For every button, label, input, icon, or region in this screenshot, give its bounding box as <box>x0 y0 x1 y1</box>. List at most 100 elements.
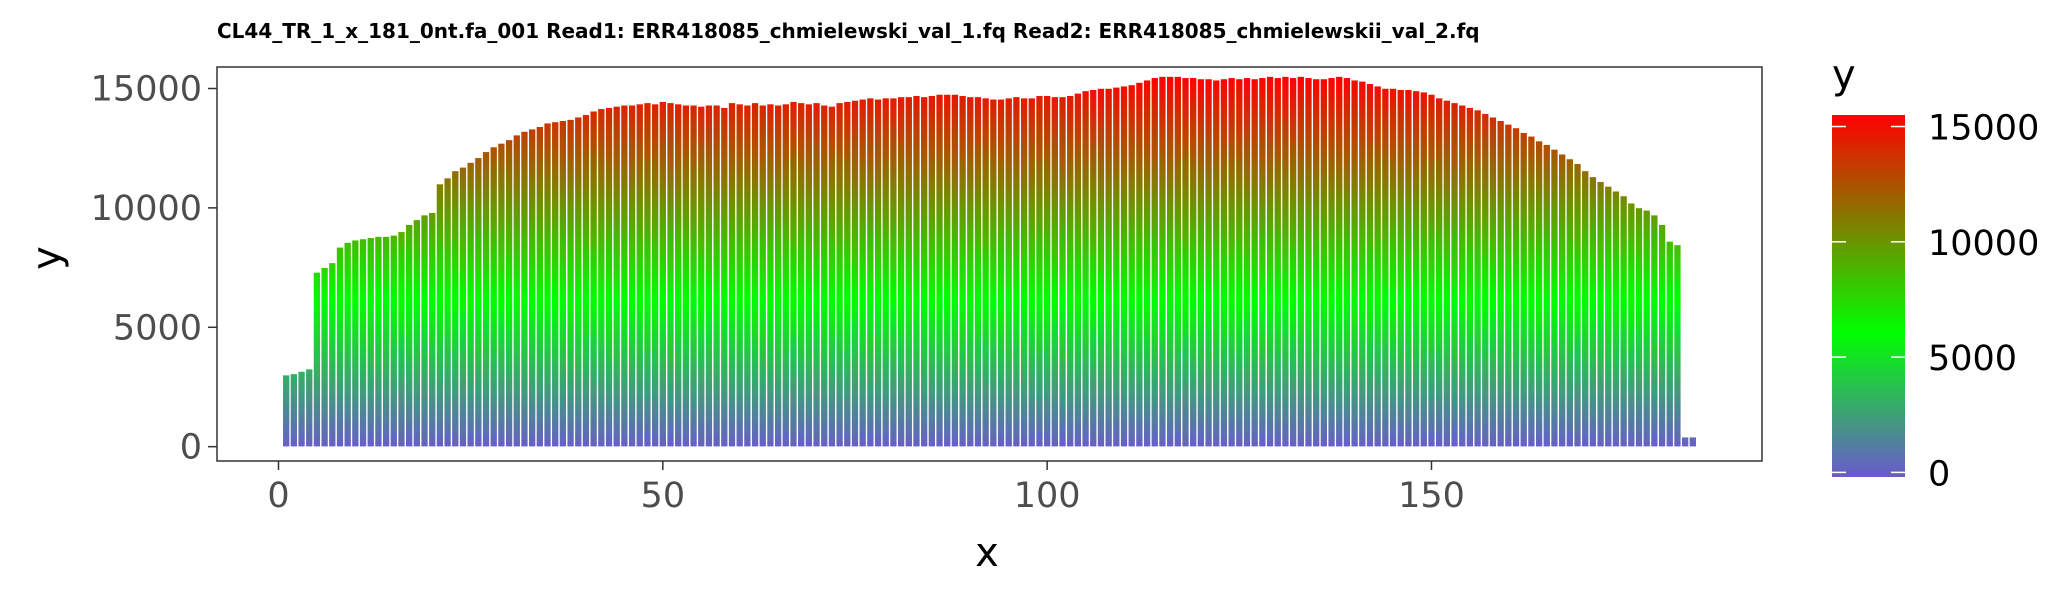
legend-tick-label: 15000 <box>1928 109 2039 149</box>
bar <box>1235 78 1244 447</box>
bar <box>1612 190 1620 447</box>
bar <box>497 143 506 447</box>
bar <box>1427 94 1436 447</box>
bar <box>1443 100 1451 447</box>
bar <box>897 96 905 447</box>
bar <box>1266 76 1274 447</box>
bar <box>1135 82 1144 447</box>
bar <box>1681 436 1689 447</box>
bar <box>1642 209 1651 447</box>
bar <box>1281 76 1290 447</box>
bar <box>1550 149 1559 447</box>
bar <box>1581 170 1589 447</box>
bar <box>1489 116 1497 447</box>
bar <box>1312 78 1320 447</box>
bar <box>1181 77 1190 447</box>
bar <box>620 104 629 447</box>
bar <box>1466 107 1474 447</box>
bar <box>1151 77 1159 447</box>
bar <box>782 103 790 447</box>
bar <box>705 104 713 447</box>
y-tick-label: 10000 <box>91 189 202 229</box>
bar <box>1689 436 1697 447</box>
bar <box>628 104 636 447</box>
bar <box>1258 77 1267 447</box>
bar <box>505 139 513 447</box>
bar <box>689 104 698 447</box>
bar <box>1020 97 1028 447</box>
bar <box>1289 77 1297 447</box>
bar <box>1104 88 1113 447</box>
bar <box>1004 97 1013 447</box>
bar <box>912 95 921 447</box>
bar <box>1120 85 1128 447</box>
bar <box>313 272 321 447</box>
bar <box>1412 90 1420 447</box>
bar <box>413 219 421 447</box>
bar <box>935 94 944 447</box>
y-tick-label: 15000 <box>91 69 202 109</box>
bar <box>651 103 659 447</box>
bar <box>643 102 652 447</box>
bar <box>682 104 690 447</box>
bar <box>712 104 721 447</box>
bar <box>351 239 360 447</box>
bar <box>320 267 329 447</box>
bar <box>1204 78 1213 447</box>
legend-tick-label: 0 <box>1928 454 1950 494</box>
bar <box>1058 96 1067 447</box>
bar <box>328 262 337 447</box>
bar <box>1089 89 1098 447</box>
bar <box>1658 224 1666 447</box>
bar <box>1081 90 1090 447</box>
bar <box>305 368 313 447</box>
bar <box>843 101 852 447</box>
bar <box>336 246 344 447</box>
bar <box>489 146 498 447</box>
bar <box>1366 83 1374 447</box>
bar <box>1189 77 1197 447</box>
bar <box>1650 214 1659 447</box>
bar <box>1012 96 1021 447</box>
bar <box>343 242 352 447</box>
bar <box>520 131 529 447</box>
bar <box>905 96 913 447</box>
bar <box>981 97 990 447</box>
bar <box>436 183 444 447</box>
bar <box>874 98 882 447</box>
bar <box>743 104 752 447</box>
bar <box>597 108 606 447</box>
bar <box>397 231 406 447</box>
plot-panel-border <box>216 66 1763 462</box>
bar <box>1635 207 1643 447</box>
bar <box>1535 140 1543 447</box>
bar <box>751 102 759 447</box>
bar <box>1035 95 1044 447</box>
bar <box>989 98 998 447</box>
bar <box>428 212 436 447</box>
bar <box>1596 181 1605 447</box>
bar <box>1197 78 1205 447</box>
bar <box>474 157 483 447</box>
bar <box>382 236 390 447</box>
bar <box>797 102 805 447</box>
x-tick-label: 100 <box>1014 476 1081 516</box>
bar <box>1566 158 1574 447</box>
bar <box>1527 135 1536 447</box>
bar <box>758 104 767 447</box>
bar <box>551 121 559 447</box>
bar <box>928 95 936 447</box>
bar <box>766 103 775 447</box>
y-axis: 0 5000 10000 15000 <box>91 69 217 468</box>
bar <box>482 151 490 447</box>
bar <box>1066 95 1074 447</box>
bar <box>1097 88 1105 447</box>
bar <box>559 120 567 447</box>
bar <box>290 373 298 447</box>
bar <box>1573 163 1582 447</box>
bar <box>1074 92 1082 447</box>
y-tick-label: 0 <box>180 428 202 468</box>
bar <box>828 106 836 447</box>
bar <box>1243 77 1251 447</box>
y-tick-label: 5000 <box>113 308 202 348</box>
